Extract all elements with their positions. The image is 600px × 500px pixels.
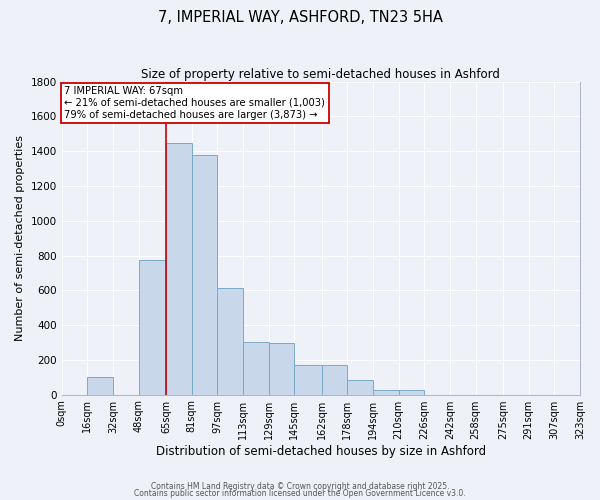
Text: 7 IMPERIAL WAY: 67sqm
← 21% of semi-detached houses are smaller (1,003)
79% of s: 7 IMPERIAL WAY: 67sqm ← 21% of semi-deta… xyxy=(64,86,325,120)
Bar xyxy=(217,288,243,395)
Title: Size of property relative to semi-detached houses in Ashford: Size of property relative to semi-detach… xyxy=(142,68,500,80)
Text: Contains HM Land Registry data © Crown copyright and database right 2025.: Contains HM Land Registry data © Crown c… xyxy=(151,482,449,491)
Text: 7, IMPERIAL WAY, ASHFORD, TN23 5HA: 7, IMPERIAL WAY, ASHFORD, TN23 5HA xyxy=(158,10,442,25)
Bar xyxy=(269,344,295,394)
Bar xyxy=(88,377,113,394)
Bar xyxy=(322,365,347,394)
Text: Contains public sector information licensed under the Open Government Licence v3: Contains public sector information licen… xyxy=(134,489,466,498)
Bar xyxy=(139,260,166,394)
Y-axis label: Number of semi-detached properties: Number of semi-detached properties xyxy=(15,135,25,341)
Bar xyxy=(398,390,424,394)
Bar xyxy=(347,380,373,394)
X-axis label: Distribution of semi-detached houses by size in Ashford: Distribution of semi-detached houses by … xyxy=(156,444,486,458)
Bar xyxy=(373,390,398,394)
Bar xyxy=(166,142,191,394)
Bar xyxy=(295,365,322,394)
Bar xyxy=(243,342,269,394)
Bar xyxy=(191,154,217,394)
